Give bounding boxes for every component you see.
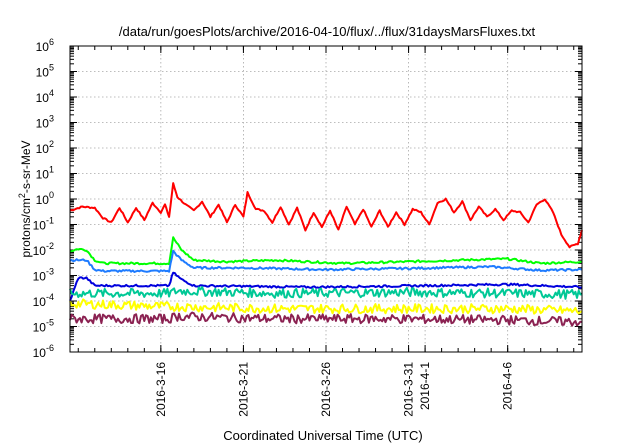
y-tick-label: 10-2: [33, 241, 54, 258]
y-tick-label: 10-4: [33, 292, 54, 309]
y-tick-label: 101: [36, 165, 54, 182]
y-tick-label: 10-5: [33, 318, 54, 335]
series-line-5: [69, 286, 583, 300]
y-tick-label: 10-3: [33, 267, 54, 284]
y-tick-label: 106: [36, 37, 54, 54]
y-tick-label: 10-6: [33, 343, 54, 360]
series-line-1: [69, 182, 583, 249]
series-line-7: [69, 311, 583, 327]
y-tick-label: 102: [36, 139, 54, 156]
x-tick-label: 2016-4-1: [418, 362, 432, 410]
series-line-3: [69, 249, 583, 273]
chart-title: /data/run/goesPlots/archive/2016-04-10/f…: [119, 24, 536, 39]
series-line-6: [69, 298, 583, 315]
x-tick-label: 2016-4-6: [501, 362, 515, 410]
y-tick-label: 103: [36, 114, 54, 131]
y-tick-label: 104: [36, 88, 54, 105]
y-axis-label-base: protons/cm: [19, 198, 33, 257]
x-tick-label: 2016-3-26: [319, 362, 333, 417]
y-axis-label: protons/cm2-s-sr-MeV: [17, 140, 33, 257]
x-axis: 2016-3-16 2016-3-21 2016-3-26 2016-3-31 2016…: [77, 46, 575, 417]
series-lines: [69, 182, 583, 327]
y-tick-label: 100: [36, 190, 54, 207]
x-tick-label: 2016-3-31: [402, 362, 416, 417]
y-axis-label-sup: 2: [17, 193, 27, 198]
series-line-4: [69, 271, 583, 302]
x-tick-label: 2016-3-16: [154, 362, 168, 417]
x-tick-label: 2016-3-21: [236, 362, 250, 417]
y-tick-label: 105: [36, 63, 54, 80]
series-line-2: [69, 236, 583, 266]
y-axis-label-rest: -s-sr-MeV: [19, 140, 33, 193]
y-axis: 10-6 10-5 10-4 10-3 10-2 10-1 100 101 102 103 104 1…: [33, 37, 582, 360]
grid-lines: [70, 46, 582, 352]
y-tick-label: 10-1: [33, 216, 54, 233]
x-axis-label: Coordinated Universal Time (UTC): [223, 428, 422, 443]
plot-frame: [69, 45, 583, 353]
